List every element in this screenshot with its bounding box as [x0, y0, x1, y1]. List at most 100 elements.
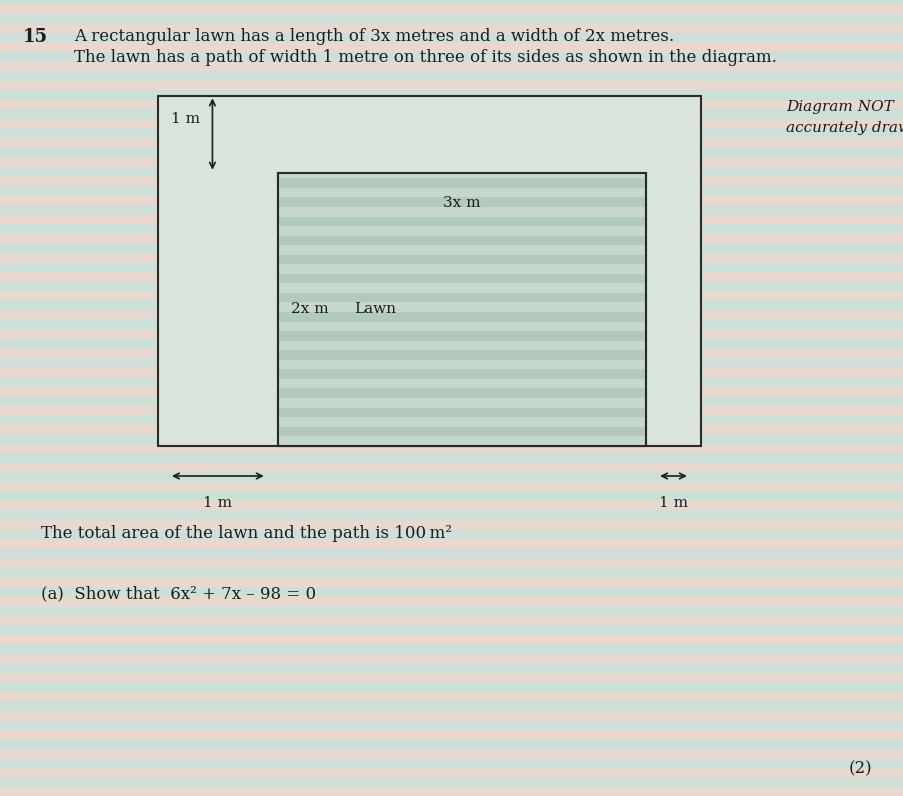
Bar [0, 653, 903, 662]
Bar [0, 576, 903, 586]
Bar [0, 490, 903, 500]
Bar [0, 213, 903, 223]
Bar [0, 376, 903, 385]
Bar [0, 595, 903, 605]
Bar [0, 22, 903, 32]
Bar [0, 462, 903, 471]
Bar [277, 331, 646, 341]
Bar [0, 395, 903, 404]
Bar [277, 173, 646, 178]
Text: 3x m: 3x m [442, 197, 480, 210]
Bar [0, 175, 903, 185]
Bar [277, 293, 646, 302]
Bar [277, 178, 646, 188]
Bar [277, 207, 646, 217]
Bar [0, 548, 903, 557]
Bar [0, 433, 903, 443]
Bar [277, 188, 646, 197]
Bar [0, 710, 903, 720]
Bar [0, 290, 903, 299]
Bar [0, 529, 903, 538]
Bar [0, 538, 903, 548]
Bar [277, 217, 646, 226]
Bar [0, 108, 903, 118]
Bar [0, 452, 903, 462]
Bar [0, 404, 903, 414]
Bar [0, 615, 903, 624]
Text: 2x m: 2x m [291, 302, 329, 316]
Bar [0, 280, 903, 290]
Bar [0, 748, 903, 758]
Bar [0, 672, 903, 681]
Bar [0, 252, 903, 261]
Bar [0, 3, 903, 13]
Bar [277, 173, 646, 446]
Bar [0, 557, 903, 567]
Bar [0, 338, 903, 347]
Bar [277, 245, 646, 255]
Bar [0, 156, 903, 166]
Bar [277, 341, 646, 350]
Bar [0, 777, 903, 786]
Bar [277, 283, 646, 293]
Bar [0, 767, 903, 777]
Bar [277, 360, 646, 369]
Bar [0, 261, 903, 271]
Bar [0, 32, 903, 41]
Bar [0, 80, 903, 89]
Bar [0, 99, 903, 108]
Bar [277, 173, 646, 446]
Text: 1 m: 1 m [171, 112, 200, 126]
Bar [0, 347, 903, 357]
Bar [0, 127, 903, 137]
Bar [0, 414, 903, 423]
Bar [0, 194, 903, 204]
Bar [0, 500, 903, 509]
Bar [277, 417, 646, 427]
Bar [0, 691, 903, 700]
Bar [277, 197, 646, 207]
Bar [0, 700, 903, 710]
Bar [0, 328, 903, 338]
Text: 1 m: 1 m [658, 496, 687, 510]
Bar [277, 408, 646, 417]
Text: 15: 15 [23, 28, 48, 46]
Bar [0, 232, 903, 242]
Bar [0, 739, 903, 748]
Bar [0, 309, 903, 318]
Bar [0, 299, 903, 309]
Text: The total area of the lawn and the path is 100 m²: The total area of the lawn and the path … [41, 525, 452, 542]
Bar [0, 605, 903, 615]
Text: (a)  Show that  6x² + 7x – 98 = 0: (a) Show that 6x² + 7x – 98 = 0 [41, 585, 315, 602]
Bar [0, 204, 903, 213]
Bar [277, 302, 646, 312]
Bar [277, 255, 646, 264]
Bar [0, 51, 903, 60]
Bar [158, 96, 700, 446]
Bar [0, 242, 903, 252]
Bar [0, 0, 903, 3]
Bar [277, 398, 646, 408]
Bar [277, 350, 646, 360]
Bar [0, 357, 903, 366]
Bar [0, 471, 903, 481]
Bar [0, 13, 903, 22]
Bar [0, 60, 903, 70]
Bar [0, 624, 903, 634]
Bar [277, 369, 646, 379]
Bar [0, 720, 903, 729]
Bar [277, 322, 646, 331]
Bar [0, 423, 903, 433]
Bar [0, 366, 903, 376]
Text: The lawn has a path of width 1 metre on three of its sides as shown in the diagr: The lawn has a path of width 1 metre on … [74, 49, 777, 66]
Bar [0, 137, 903, 146]
Text: (2): (2) [848, 760, 871, 777]
Text: 1 m: 1 m [203, 496, 232, 510]
Bar [277, 379, 646, 388]
Bar [277, 436, 646, 446]
Text: Diagram NOT: Diagram NOT [786, 100, 893, 114]
Bar [0, 643, 903, 653]
Bar [0, 70, 903, 80]
Text: accurately drawn: accurately drawn [786, 121, 903, 135]
Bar [0, 146, 903, 156]
